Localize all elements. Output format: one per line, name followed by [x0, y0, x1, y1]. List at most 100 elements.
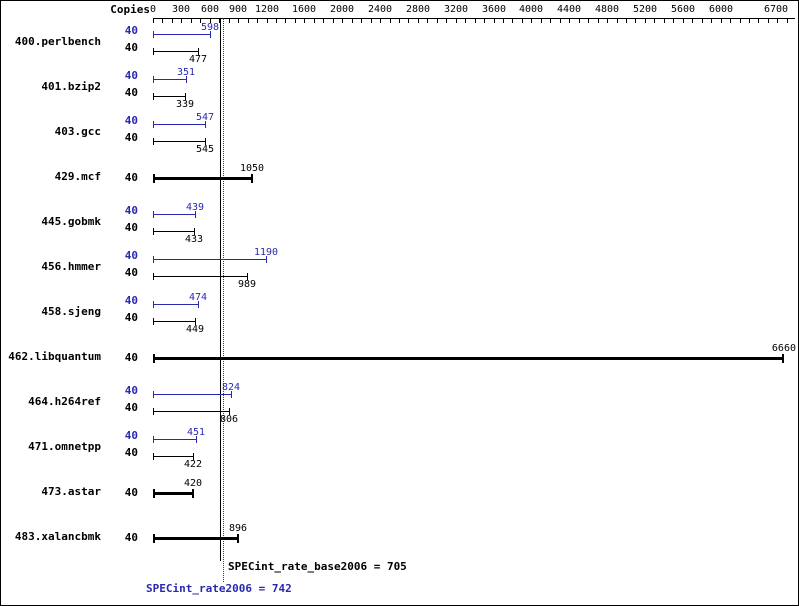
axis-tick: [210, 19, 211, 23]
axis-tick-label: 4800: [594, 4, 620, 15]
axis-tick-label: 3600: [481, 4, 507, 15]
axis-tick: [579, 19, 580, 23]
axis-tick-label: 6000: [708, 4, 734, 15]
axis-tick-label: 1200: [254, 4, 280, 15]
axis-tick: [153, 19, 154, 23]
peak-bar-end-cap: [195, 211, 196, 218]
axis-tick: [560, 19, 561, 23]
axis-tick-label: 5600: [670, 4, 696, 15]
axis-tick: [371, 19, 372, 23]
axis-tick-label: 3200: [443, 4, 469, 15]
bar-value-label: 598: [200, 22, 220, 33]
axis-tick-label: 6700: [763, 4, 789, 15]
benchmark-name: 473.astar: [41, 485, 101, 498]
copies-column-header: Copies: [110, 3, 150, 16]
axis-tick: [276, 19, 277, 23]
peak-result-label: SPECint_rate2006 = 742: [146, 582, 292, 595]
axis-tick: [711, 19, 712, 23]
axis-tick-label: 4400: [556, 4, 582, 15]
axis-tick-label: 4000: [518, 4, 544, 15]
base-bar: [153, 321, 195, 322]
peak-bar-start-cap: [153, 256, 154, 263]
base-bar: [153, 231, 194, 232]
axis-tick: [257, 19, 258, 23]
axis-tick: [172, 19, 173, 23]
base-bar-end-cap: [205, 138, 206, 145]
base-bar-end-cap: [193, 453, 194, 460]
copies-value: 40: [124, 249, 138, 262]
axis-tick: [267, 19, 268, 23]
benchmark-name: 456.hmmer: [41, 260, 101, 273]
axis-tick: [390, 19, 391, 23]
axis-tick: [692, 19, 693, 23]
axis-tick: [645, 19, 646, 23]
axis-tick: [427, 19, 428, 23]
axis-tick: [626, 19, 627, 23]
single-bar-start-cap: [153, 534, 155, 543]
bar-value-label: 806: [219, 414, 239, 425]
peak-bar-start-cap: [153, 121, 154, 128]
axis-tick: [437, 19, 438, 23]
axis-tick: [673, 19, 674, 23]
copies-value: 40: [124, 69, 138, 82]
copies-value: 40: [124, 446, 138, 459]
copies-value: 40: [124, 204, 138, 217]
copies-value: 40: [124, 384, 138, 397]
copies-value: 40: [124, 24, 138, 37]
bar-value-label: 1050: [239, 163, 265, 174]
peak-bar: [153, 124, 205, 125]
axis-tick: [777, 19, 778, 23]
bar-value-label: 474: [188, 292, 208, 303]
bar-value-label: 449: [185, 324, 205, 335]
single-bar-end-cap: [192, 489, 194, 498]
base-bar-start-cap: [153, 48, 154, 55]
single-bar-start-cap: [153, 174, 155, 183]
copies-value: 40: [124, 131, 138, 144]
axis-tick: [494, 19, 495, 23]
peak-bar-start-cap: [153, 31, 154, 38]
peak-bar-start-cap: [153, 211, 154, 218]
single-bar: [153, 357, 783, 360]
bar-value-label: 1190: [253, 247, 279, 258]
single-bar: [153, 537, 238, 540]
base-reference-line: [220, 18, 221, 561]
axis-tick: [607, 19, 608, 23]
base-bar-end-cap: [198, 48, 199, 55]
axis-tick-label: 900: [228, 4, 248, 15]
bar-value-label: 339: [175, 99, 195, 110]
axis-tick: [248, 19, 249, 23]
bar-value-label: 989: [237, 279, 257, 290]
peak-bar: [153, 304, 198, 305]
x-axis-line: [153, 18, 795, 19]
axis-tick: [654, 19, 655, 23]
axis-tick: [418, 19, 419, 23]
axis-tick: [541, 19, 542, 23]
axis-tick: [352, 19, 353, 23]
copies-value: 40: [124, 41, 138, 54]
peak-bar-end-cap: [266, 256, 267, 263]
base-bar: [153, 456, 193, 457]
benchmark-name: 403.gcc: [54, 125, 101, 138]
single-bar-end-cap: [251, 174, 253, 183]
bar-value-label: 439: [185, 202, 205, 213]
base-result-label: SPECint_rate_base2006 = 705: [228, 560, 407, 573]
axis-tick-label: 600: [200, 4, 220, 15]
base-bar-end-cap: [195, 318, 196, 325]
axis-tick: [522, 19, 523, 23]
peak-bar: [153, 439, 196, 440]
benchmark-name: 471.omnetpp: [28, 440, 101, 453]
copies-value: 40: [124, 221, 138, 234]
peak-bar-end-cap: [186, 76, 187, 83]
axis-tick: [721, 19, 722, 23]
axis-tick: [598, 19, 599, 23]
axis-tick: [503, 19, 504, 23]
axis-tick: [787, 19, 788, 23]
copies-value: 40: [124, 429, 138, 442]
axis-tick: [399, 19, 400, 23]
bar-value-label: 420: [183, 478, 203, 489]
peak-bar: [153, 259, 266, 260]
peak-bar-start-cap: [153, 76, 154, 83]
axis-tick: [380, 19, 381, 23]
single-bar-end-cap: [237, 534, 239, 543]
